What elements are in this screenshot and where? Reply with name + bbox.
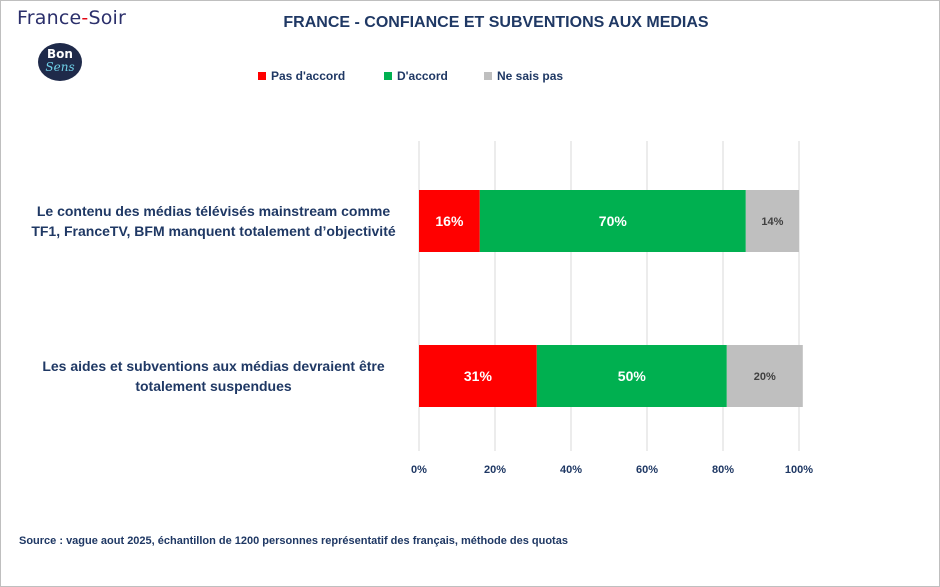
- x-tick-label: 20%: [484, 464, 506, 476]
- x-tick-label: 40%: [560, 464, 582, 476]
- data-label: 20%: [754, 371, 776, 383]
- legend-item-daccord: D'accord: [384, 69, 448, 83]
- x-tick-label: 100%: [785, 464, 813, 476]
- data-label: 14%: [761, 216, 783, 228]
- legend-swatch: [384, 72, 392, 80]
- bar-segment: [419, 190, 480, 252]
- bar-segment: [536, 345, 727, 407]
- data-label: 31%: [464, 368, 493, 384]
- legend-item-pas-daccord: Pas d'accord: [258, 69, 345, 83]
- legend-item-ne-sais-pas: Ne sais pas: [484, 69, 563, 83]
- x-tick-label: 60%: [636, 464, 658, 476]
- data-label: 70%: [599, 213, 628, 229]
- bon-sens-logo: Bon Sens: [38, 43, 82, 81]
- x-tick-label: 0%: [411, 464, 427, 476]
- x-tick-label: 80%: [712, 464, 734, 476]
- bar-segment: [745, 190, 799, 252]
- category-label: Les aides et subventions aux médias devr…: [42, 358, 385, 394]
- chart-title: FRANCE - CONFIANCE ET SUBVENTIONS AUX ME…: [283, 14, 709, 31]
- source-note: Source : vague aout 2025, échantillon de…: [19, 535, 568, 547]
- category-label: Le contenu des médias télévisés mainstre…: [31, 203, 396, 239]
- legend-swatch: [258, 72, 266, 80]
- bar-segment: [419, 345, 537, 407]
- data-label: 16%: [435, 213, 464, 229]
- bar-segment: [479, 190, 746, 252]
- france-soir-logo: France-Soir: [17, 7, 127, 29]
- bar-segment: [726, 345, 803, 407]
- legend-swatch: [484, 72, 492, 80]
- data-label: 50%: [618, 368, 647, 384]
